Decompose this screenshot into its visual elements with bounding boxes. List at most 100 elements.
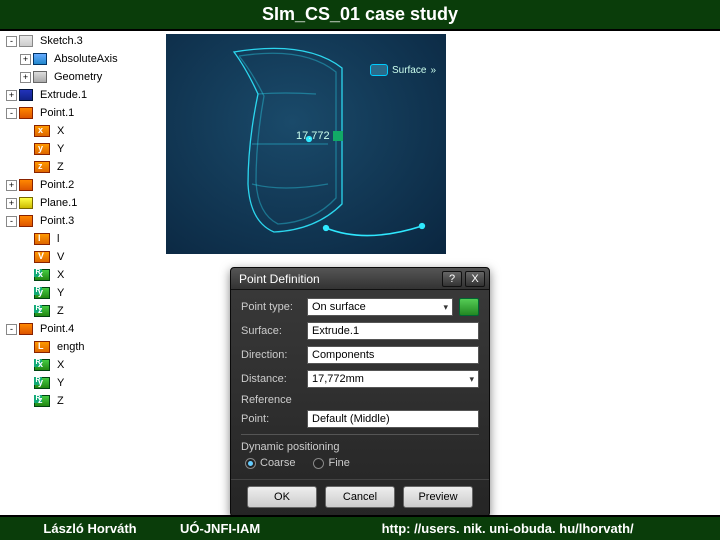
distance-label: Distance: [241,373,301,385]
radio-icon [313,458,324,469]
tree-item[interactable]: Z [6,158,161,176]
point-icon [19,179,33,191]
tree-item[interactable]: Y [6,374,161,392]
tree-item-label: X [53,268,68,282]
tree-item-label: Y [53,286,68,300]
param green-icon [34,377,50,389]
tree-item[interactable]: ength [6,338,161,356]
tree-item-label: Point.2 [36,178,78,192]
cancel-button[interactable]: Cancel [325,486,395,508]
tree-toggle[interactable]: - [6,36,17,47]
geom-icon [33,71,47,83]
chevron-right-icon: » [430,65,436,76]
tree-item-label: ength [53,340,89,354]
footer-org: UÓ-JNFI-IAM [180,521,382,536]
sketch-icon [19,35,33,47]
tree-toggle[interactable]: - [6,216,17,227]
surface-tag[interactable]: Surface » [370,64,436,76]
point-type-icon[interactable] [459,298,479,316]
tree-item[interactable]: l [6,230,161,248]
surface-label: Surface: [241,325,301,337]
param green-icon [34,305,50,317]
tree-toggle[interactable]: + [6,90,17,101]
tree-item-label: Geometry [50,70,106,84]
content-area: -Sketch.3+AbsoluteAxis+Geometry+Extrude.… [0,32,720,514]
param-icon [34,161,50,173]
tree-toggle[interactable]: - [6,108,17,119]
tree-item-label: Point.3 [36,214,78,228]
ok-button[interactable]: OK [247,486,317,508]
tree-item[interactable]: Y [6,140,161,158]
tree-item[interactable]: + Geometry [6,68,161,86]
separator [241,434,479,435]
tree-toggle[interactable]: + [20,72,31,83]
tree-item[interactable]: X [6,356,161,374]
tree-toggle[interactable]: + [6,180,17,191]
surface-field[interactable]: Extrude.1 [307,322,479,340]
tree-item[interactable]: - Point.3 [6,212,161,230]
tree-item[interactable]: X [6,266,161,284]
tree-item-label: V [53,250,68,264]
tree-item-label: Y [53,376,68,390]
radio-icon [245,458,256,469]
dynamic-positioning-header: Dynamic positioning [241,441,479,453]
direction-label: Direction: [241,349,301,361]
tree-item-label: Y [53,142,68,156]
fine-radio[interactable]: Fine [313,457,349,469]
reference-header: Reference [241,394,479,406]
tree-item[interactable]: + Point.2 [6,176,161,194]
dimension-anchor-icon [333,131,343,141]
slide-header: SIm_CS_01 case study [0,0,720,31]
tree-item[interactable]: - Point.4 [6,320,161,338]
extrude-icon [19,89,33,101]
surface-icon [370,64,388,76]
footer-author: László Horváth [0,521,180,536]
tree-item[interactable]: + Extrude.1 [6,86,161,104]
footer-url: http: //users. nik. uni-obuda. hu/lhorva… [382,521,720,536]
distance-field[interactable]: 17,772mm [307,370,479,388]
tree-toggle[interactable]: - [6,324,17,335]
slide-footer: László Horváth UÓ-JNFI-IAM http: //users… [0,515,720,540]
tree-item-label: X [53,124,68,138]
feature-tree[interactable]: -Sketch.3+AbsoluteAxis+Geometry+Extrude.… [6,32,161,410]
tree-item[interactable]: +AbsoluteAxis [6,50,161,68]
param green-icon [34,269,50,281]
point-icon [19,323,33,335]
tree-item[interactable]: Z [6,302,161,320]
plane-icon [19,197,33,209]
tree-item[interactable]: X [6,122,161,140]
tree-item-label: Z [53,160,68,174]
tree-item[interactable]: -Sketch.3 [6,32,161,50]
tree-item-label: Point.4 [36,322,78,336]
param green-icon [34,359,50,371]
preview-button[interactable]: Preview [403,486,473,508]
axis-icon [33,53,47,65]
close-button[interactable]: X [465,271,485,287]
slide-title: SIm_CS_01 case study [262,4,458,24]
tree-item[interactable]: Y [6,284,161,302]
tree-item[interactable]: +Plane.1 [6,194,161,212]
param green-icon [34,395,50,407]
tree-item[interactable]: - Point.1 [6,104,161,122]
tree-item-label: Point.1 [36,106,78,120]
dimension-readout: 17.772 [296,130,343,142]
point-icon [19,215,33,227]
direction-field[interactable]: Components [307,346,479,364]
help-button[interactable]: ? [442,271,462,287]
tree-item[interactable]: Z [6,392,161,410]
tree-item-label: Z [53,394,68,408]
tree-item-label: Extrude.1 [36,88,91,102]
tree-toggle[interactable]: + [6,198,17,209]
3d-viewport[interactable]: Surface » 17.772 [166,34,446,254]
param green-icon [34,287,50,299]
ref-point-field[interactable]: Default (Middle) [307,410,479,428]
coarse-radio[interactable]: Coarse [245,457,295,469]
tree-item[interactable]: V [6,248,161,266]
tree-toggle[interactable]: + [20,54,31,65]
dialog-titlebar[interactable]: Point Definition ? X [231,268,489,290]
ref-point-label: Point: [241,413,301,425]
point-definition-dialog: Point Definition ? X Point type: On surf… [230,267,490,517]
param-icon [34,143,50,155]
point-type-combo[interactable]: On surface [307,298,453,316]
tree-item-label: l [53,232,63,246]
